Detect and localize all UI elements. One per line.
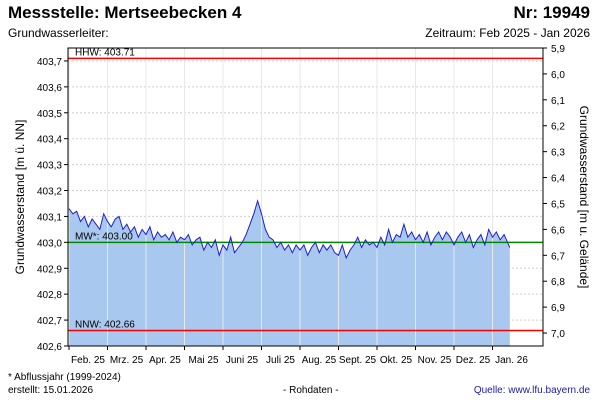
raw-data-label: - Rohdaten -: [283, 385, 339, 396]
x-axis: Feb. 25 Mrz. 25 Apr. 25 Mai 25 Juni 25 Juli 2…: [68, 346, 528, 366]
y-tick-label: 403,1: [37, 212, 62, 223]
y2-tick-label: 6,4: [551, 174, 565, 185]
y2-tick-label: 7,0: [551, 329, 565, 340]
mw-label: MW*: 403.00: [75, 231, 133, 242]
y2-tick-label: 6,8: [551, 277, 565, 288]
created-date: erstellt: 15.01.2026: [8, 385, 94, 396]
y2-tick-label: 6,6: [551, 225, 565, 236]
reference-lines: HHW: 403.71 MW*: 403.00 NNW: 402.66: [68, 47, 543, 332]
x-tick-label: Sept. 25: [339, 355, 377, 366]
y2-tick-label: 6,7: [551, 251, 565, 262]
y-axis-right: 5,9 6,0 6,1 6,2 6,3 6,4 6,5 6,6 6,7 6,8 6,9 7,0: [543, 44, 565, 340]
x-tick-label: Juli 25: [266, 355, 295, 366]
hhw-label: HHW: 403.71: [75, 47, 135, 58]
y-tick-label: 402,8: [37, 290, 62, 301]
level-line: [68, 199, 511, 260]
period-label: Zeitraum: Feb 2025 - Jan 2026: [425, 26, 590, 40]
y2-tick-label: 6,0: [551, 70, 565, 81]
x-tick-label: Mrz. 25: [110, 355, 144, 366]
y-tick-label: 402,7: [37, 316, 62, 327]
footnote: * Abflussjahr (1999-2024): [8, 372, 121, 383]
y2-tick-label: 6,3: [551, 148, 565, 159]
y-tick-label: 403,2: [37, 187, 62, 198]
x-tick-label: Jan. 26: [495, 355, 528, 366]
aquifer-label: Grundwasserleiter:: [8, 26, 109, 40]
x-tick-label: Aug. 25: [302, 355, 337, 366]
x-tick-label: Juni 25: [226, 355, 259, 366]
y-tick-label: 402,9: [37, 264, 62, 275]
month-lines: [68, 48, 493, 346]
y-tick-label: 403,0: [37, 238, 62, 249]
x-tick-label: Feb. 25: [71, 355, 105, 366]
source-link[interactable]: Quelle: www.lfu.bayern.de: [473, 385, 590, 396]
y2-tick-label: 6,5: [551, 199, 565, 210]
y-axis-left: 402,6 402,7 402,8 402,9 403,0 403,1 403,2 403,3…: [37, 57, 68, 353]
y-axis-label: Grundwasserstand [m ü. NN]: [13, 120, 27, 275]
nnw-label: NNW: 402.66: [75, 319, 135, 330]
y-tick-label: 403,7: [37, 57, 62, 68]
plot-frame: [67, 47, 544, 347]
y2-tick-label: 6,9: [551, 303, 565, 314]
x-tick-label: Nov. 25: [418, 355, 452, 366]
x-tick-label: Okt. 25: [380, 355, 413, 366]
x-tick-label: Mai 25: [188, 355, 218, 366]
y2-tick-label: 6,1: [551, 96, 565, 107]
y2-tick-label: 6,2: [551, 122, 565, 133]
y-tick-label: 403,3: [37, 161, 62, 172]
y-tick-label: 403,6: [37, 83, 62, 94]
y2-axis-label: Grundwasserstand [m u. Gelände]: [577, 106, 591, 289]
y-tick-label: 403,4: [37, 135, 62, 146]
y-tick-label: 402,6: [37, 342, 62, 353]
x-tick-label: Apr. 25: [149, 355, 181, 366]
y2-tick-label: 5,9: [551, 44, 565, 55]
y-tick-label: 403,5: [37, 109, 62, 120]
station-number: Nr: 19949: [513, 3, 590, 22]
page-title: Messstelle: Mertseebecken 4: [8, 3, 242, 22]
x-tick-label: Dez. 25: [456, 355, 491, 366]
